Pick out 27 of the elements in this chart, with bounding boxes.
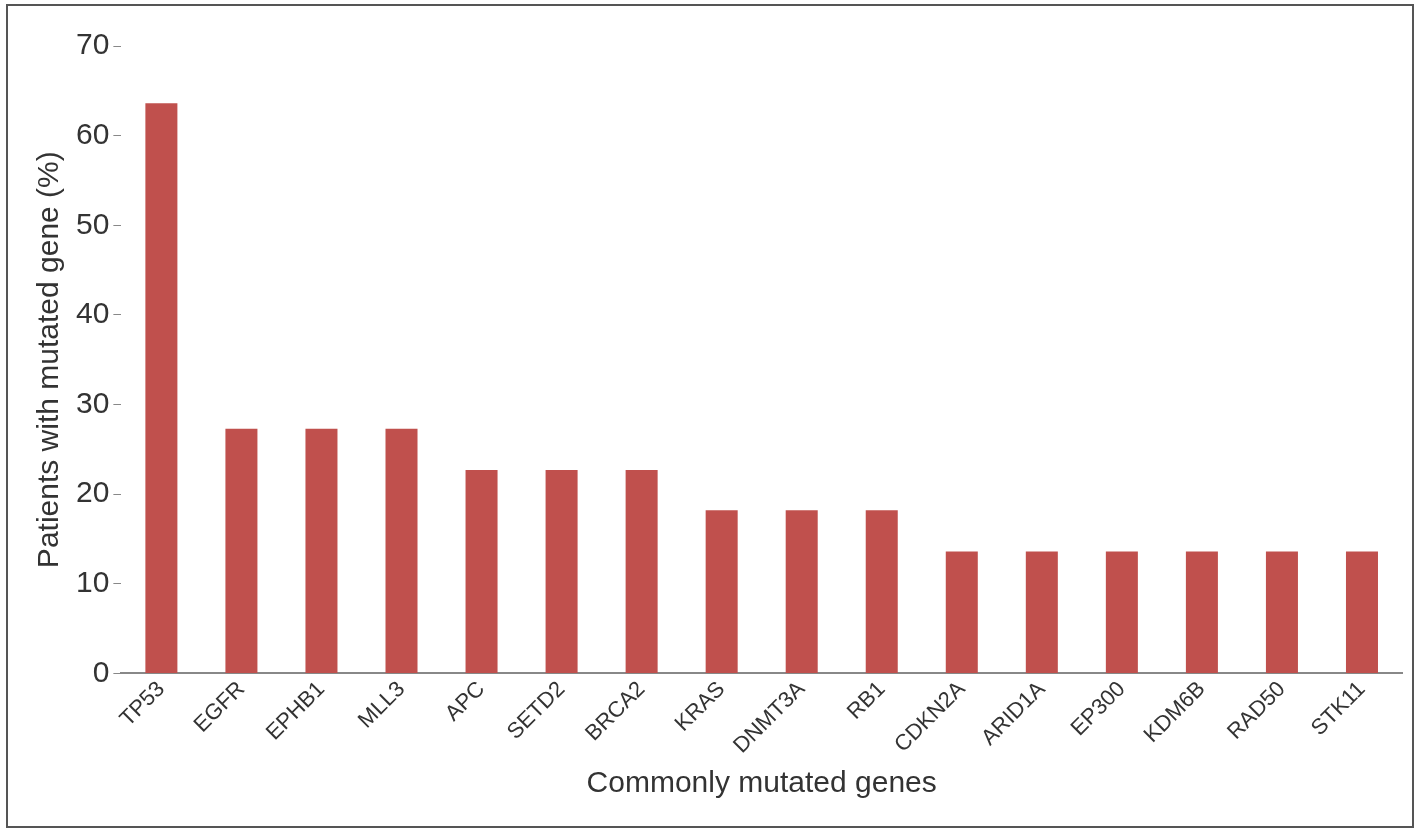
bar	[465, 469, 498, 673]
y-tick-label: 0	[92, 654, 110, 688]
bar	[385, 428, 418, 673]
x-tick-label: RB1	[841, 675, 890, 724]
y-tick-label: 60	[75, 116, 110, 150]
bar	[1345, 551, 1378, 673]
bar	[145, 103, 178, 673]
bar	[1185, 551, 1218, 673]
bar	[545, 469, 578, 673]
bar	[1025, 551, 1058, 673]
bar	[945, 551, 978, 673]
bar	[1105, 551, 1138, 673]
bar	[305, 428, 338, 673]
y-axis-title: Patients with mutated gene (%)	[31, 151, 65, 569]
y-tick-label: 20	[75, 475, 110, 509]
bar	[225, 428, 258, 673]
bar	[785, 510, 818, 673]
y-tick-label: 10	[75, 565, 110, 599]
y-tick-label: 40	[75, 296, 110, 330]
y-tick-label: 30	[75, 385, 110, 419]
bar	[625, 469, 658, 673]
x-axis-title: Commonly mutated genes	[586, 765, 937, 799]
bar	[1265, 551, 1298, 673]
y-tick-label: 50	[75, 206, 110, 240]
y-tick-label: 70	[75, 27, 110, 61]
bar	[705, 510, 738, 673]
bar	[865, 510, 898, 673]
